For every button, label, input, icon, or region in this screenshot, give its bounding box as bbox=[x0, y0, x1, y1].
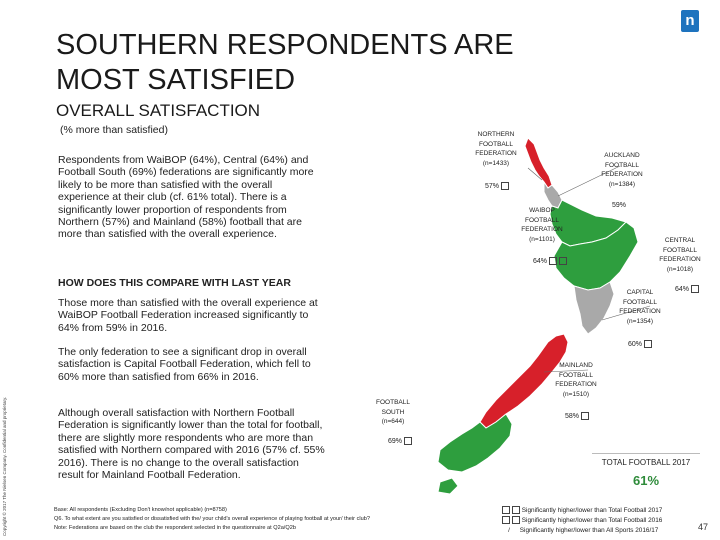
legend-item-all-sports: / Significantly higher/lower than All Sp… bbox=[508, 527, 659, 534]
label-mainland: MAINLAND FOOTBALL FEDERATION (n=1510) bbox=[555, 362, 597, 398]
significance-marker bbox=[404, 437, 413, 445]
significance-marker bbox=[691, 285, 700, 293]
pct-waibop: 64% bbox=[533, 257, 568, 265]
significance-marker bbox=[502, 506, 510, 515]
significance-marker bbox=[644, 340, 653, 348]
footnote-base: Base: All respondents (Excluding Don't k… bbox=[54, 507, 227, 513]
total-label: TOTAL FOOTBALL 2017 bbox=[601, 458, 691, 467]
legend-item-2016: Significantly higher/lower than Total Fo… bbox=[500, 516, 662, 526]
nielsen-logo: n bbox=[681, 10, 699, 32]
leader-line-mainland bbox=[543, 369, 589, 373]
pct-south: 69% bbox=[388, 437, 413, 445]
footnote-federations: Note: Federations are based on the club … bbox=[54, 525, 296, 531]
pct-northern: 57% bbox=[485, 182, 510, 190]
summary-paragraph: Respondents from WaiBOP (64%), Central (… bbox=[58, 154, 314, 241]
legend-item-2017: Significantly higher/lower than Total Fo… bbox=[500, 506, 662, 516]
significance-marker bbox=[502, 516, 510, 525]
leader-line-capital bbox=[601, 305, 651, 321]
map-region-stewart-island bbox=[437, 477, 459, 495]
significance-marker bbox=[512, 516, 520, 525]
significance-marker bbox=[501, 182, 510, 190]
page-title: SOUTHERN RESPONDENTS ARE MOST SATISFIED bbox=[56, 29, 514, 96]
map-region-south bbox=[437, 413, 513, 473]
pct-capital: 60% bbox=[628, 340, 653, 348]
significance-marker bbox=[581, 412, 590, 420]
significance-marker bbox=[549, 257, 558, 265]
new-zealand-map bbox=[437, 137, 651, 495]
pct-mainland: 58% bbox=[565, 412, 590, 420]
map-region-central bbox=[553, 221, 639, 291]
leader-line-auckland bbox=[557, 165, 621, 197]
label-waibop: WAIBOP FOOTBALL FEDERATION (n=1101) bbox=[521, 207, 563, 243]
significance-marker bbox=[559, 257, 568, 265]
label-capital: CAPITAL FOOTBALL FEDERATION (n=1354) bbox=[619, 289, 661, 325]
footnotes: Base: All respondents (Excluding Don't k… bbox=[54, 506, 370, 533]
northern-comparison-paragraph: Although overall satisfaction with North… bbox=[58, 407, 325, 482]
label-central: CENTRAL FOOTBALL FEDERATION (n=1018) bbox=[659, 237, 701, 273]
leader-line-northern bbox=[527, 167, 543, 181]
footnote-question: Q6. To what extent are you satisfied or … bbox=[54, 516, 370, 522]
measure-note: (% more than satisfied) bbox=[60, 124, 168, 136]
label-northern: NORTHERN FOOTBALL FEDERATION (n=1433) bbox=[475, 131, 517, 167]
waibop-comparison-paragraph: Those more than satisfied with the overa… bbox=[58, 297, 318, 334]
map-region-capital bbox=[573, 281, 615, 335]
legend: Significantly higher/lower than Total Fo… bbox=[500, 506, 662, 536]
section-subtitle: OVERALL SATISFACTION bbox=[56, 101, 261, 120]
total-football-box: TOTAL FOOTBALL 2017 61% bbox=[592, 453, 700, 494]
label-auckland: AUCKLAND FOOTBALL FEDERATION (n=1384) bbox=[601, 152, 643, 188]
map-region-auckland bbox=[543, 180, 563, 209]
map-region-northern bbox=[524, 137, 553, 189]
page-number: 47 bbox=[698, 522, 709, 532]
significance-marker bbox=[512, 506, 520, 515]
compare-heading: HOW DOES THIS COMPARE WITH LAST YEAR bbox=[58, 277, 291, 289]
copyright-notice: Copyright © 2017 The Nielsen Company. Co… bbox=[2, 396, 7, 536]
label-south: FOOTBALL SOUTH (n=644) bbox=[376, 399, 410, 425]
pct-central: 64% bbox=[675, 285, 700, 293]
capital-comparison-paragraph: The only federation to see a significant… bbox=[58, 346, 311, 383]
total-value: 61% bbox=[632, 473, 660, 488]
pct-auckland: 59% bbox=[612, 202, 627, 209]
